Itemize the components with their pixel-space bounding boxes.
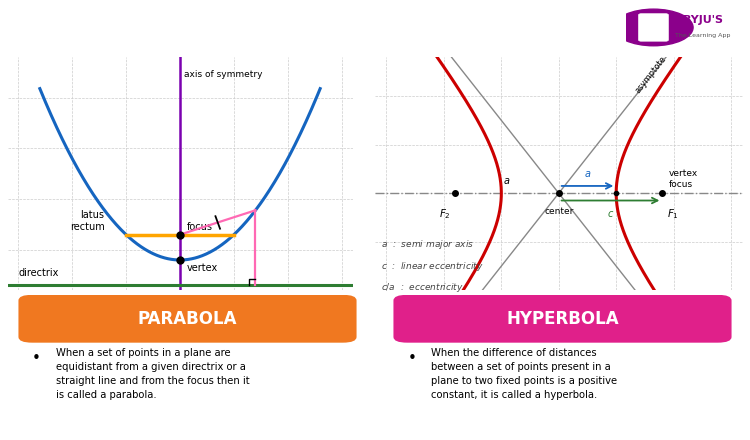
- FancyBboxPatch shape: [638, 14, 668, 41]
- Text: $c$  :  linear eccentricity: $c$ : linear eccentricity: [381, 260, 483, 272]
- Text: DIFFERENCE BETWEEN PARABOLA AND HYPERBOLA: DIFFERENCE BETWEEN PARABOLA AND HYPERBOL…: [13, 20, 532, 37]
- Text: HYPERBOLA: HYPERBOLA: [506, 310, 619, 328]
- Text: vertex: vertex: [669, 169, 698, 178]
- Text: $a$  :  semi major axis: $a$ : semi major axis: [381, 238, 474, 251]
- Polygon shape: [608, 26, 626, 57]
- Text: The Learning App: The Learning App: [675, 33, 730, 38]
- Text: When a set of points in a plane are
equidistant from a given directrix or a
stra: When a set of points in a plane are equi…: [56, 348, 250, 400]
- Text: When the difference of distances
between a set of points present in a
plane to t: When the difference of distances between…: [431, 348, 617, 400]
- Text: •: •: [32, 351, 41, 366]
- Text: focus: focus: [187, 222, 212, 232]
- FancyBboxPatch shape: [394, 295, 731, 343]
- Text: latus
rectum: latus rectum: [70, 210, 104, 232]
- Text: $a$: $a$: [503, 176, 511, 186]
- Text: $F_1$: $F_1$: [667, 207, 679, 220]
- FancyBboxPatch shape: [19, 295, 356, 343]
- Text: $F_2$: $F_2$: [440, 207, 451, 220]
- Text: •: •: [407, 351, 416, 366]
- Text: $c/a$  :  eccentricity: $c/a$ : eccentricity: [381, 282, 464, 294]
- Text: directrix: directrix: [18, 268, 58, 278]
- Text: $c$: $c$: [607, 209, 614, 219]
- Text: $a$: $a$: [584, 169, 591, 179]
- Circle shape: [614, 9, 693, 46]
- Text: center: center: [544, 207, 574, 216]
- Text: PARABOLA: PARABOLA: [138, 310, 237, 328]
- Text: asymptote: asymptote: [633, 54, 668, 95]
- Text: axis of symmetry: axis of symmetry: [184, 70, 262, 79]
- Text: focus: focus: [669, 180, 693, 189]
- Text: vertex: vertex: [187, 263, 218, 272]
- Text: BYJU'S: BYJU'S: [683, 15, 723, 25]
